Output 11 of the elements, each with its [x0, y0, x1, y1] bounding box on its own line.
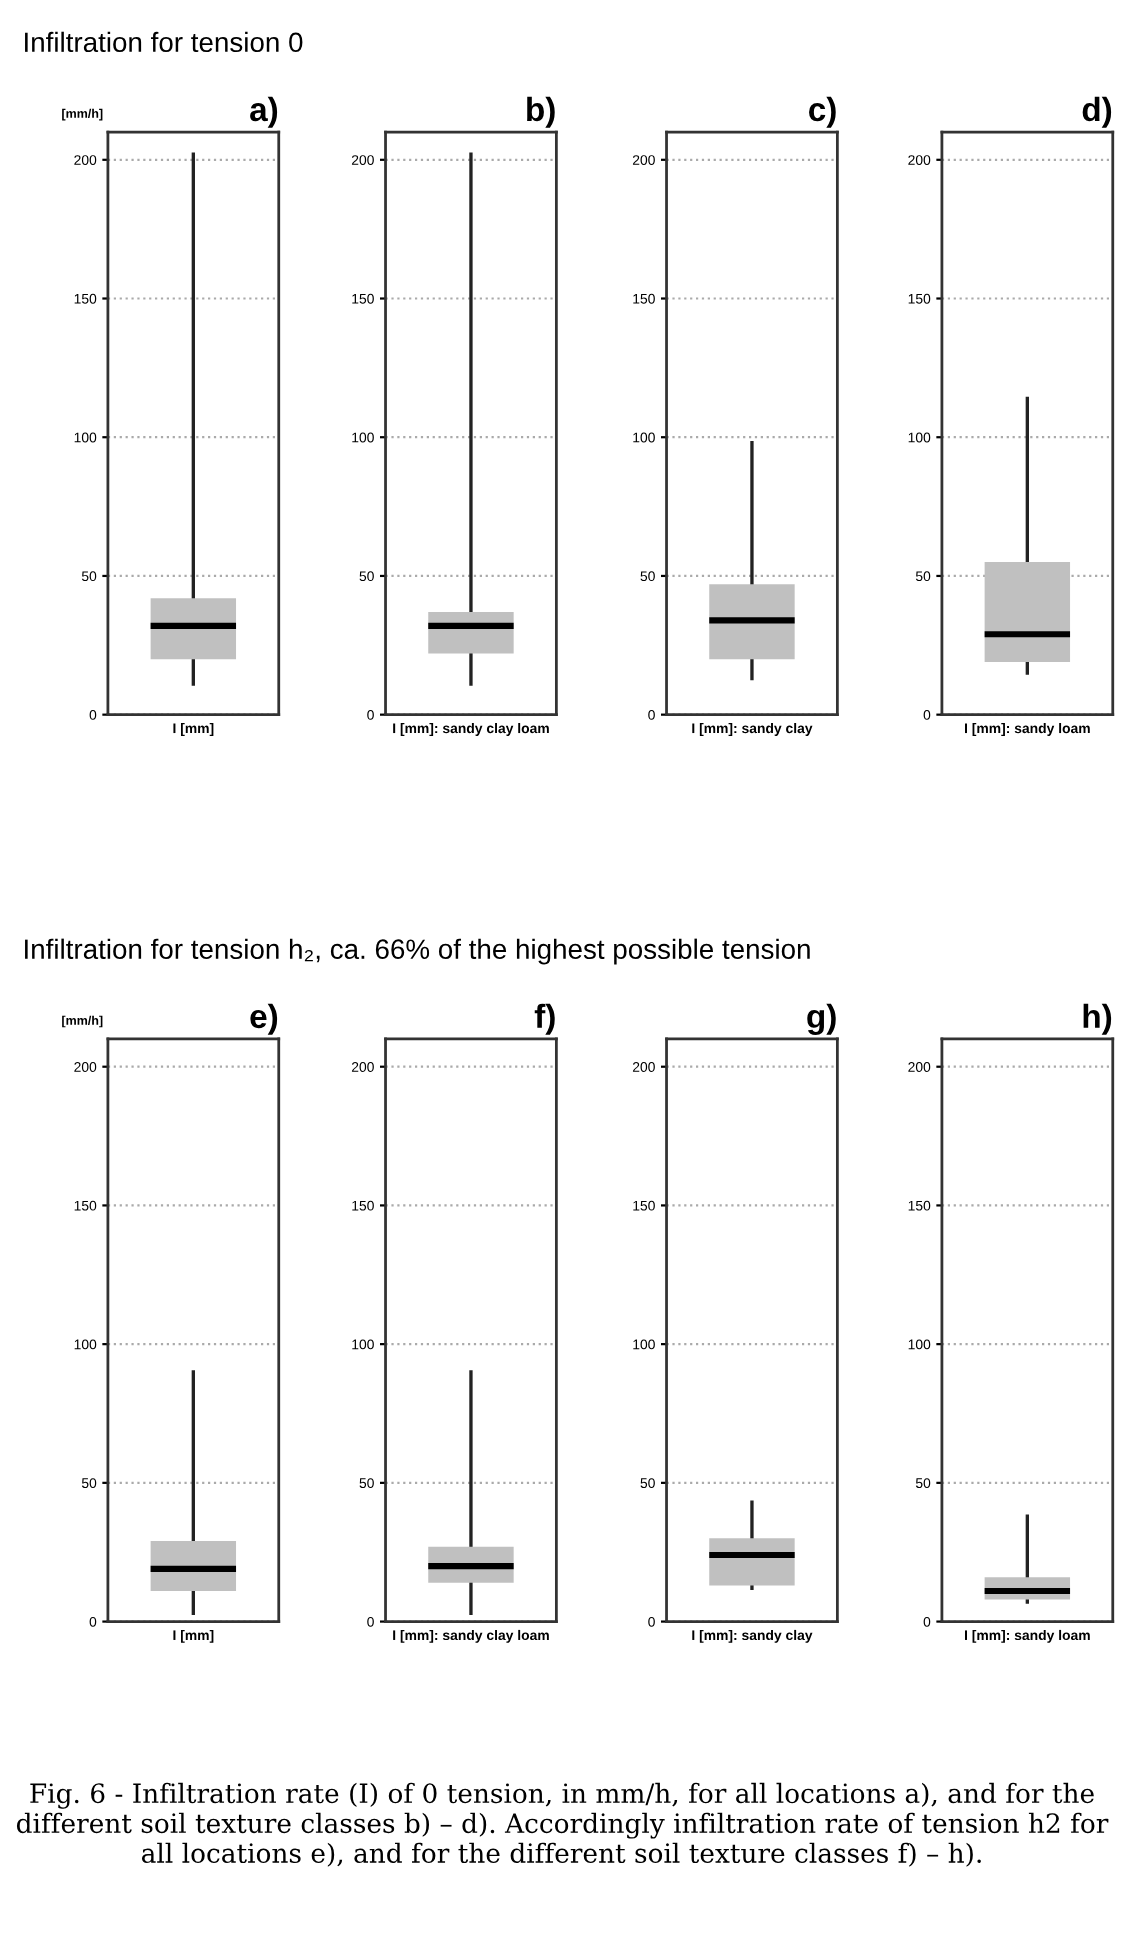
chart-title: f) — [534, 1003, 555, 1035]
caption: Fig. 6 - Infiltration rate (I) of 0 tension, in mm/h, for all locations a), and for the different soil texture classes b) – d). Accordingly infiltration rate of tension h2 for all locations e), and for the different soil texture classes f) – h). — [16, 1782, 1109, 1867]
chart-title: e) — [250, 1003, 278, 1035]
chart-title: h) — [1083, 1003, 1112, 1035]
chart-title: c) — [809, 96, 836, 128]
chart-subtitle: Infiltration for tension 0 — [25, 31, 303, 53]
chart-title: b) — [527, 96, 555, 128]
chart-title: g) — [807, 1003, 836, 1035]
chart-title: a) — [250, 96, 278, 128]
chart-title: d) — [1082, 96, 1112, 128]
text: Infiltration for tension h₂, ca. 66% of the highest possible tension — [25, 938, 810, 965]
